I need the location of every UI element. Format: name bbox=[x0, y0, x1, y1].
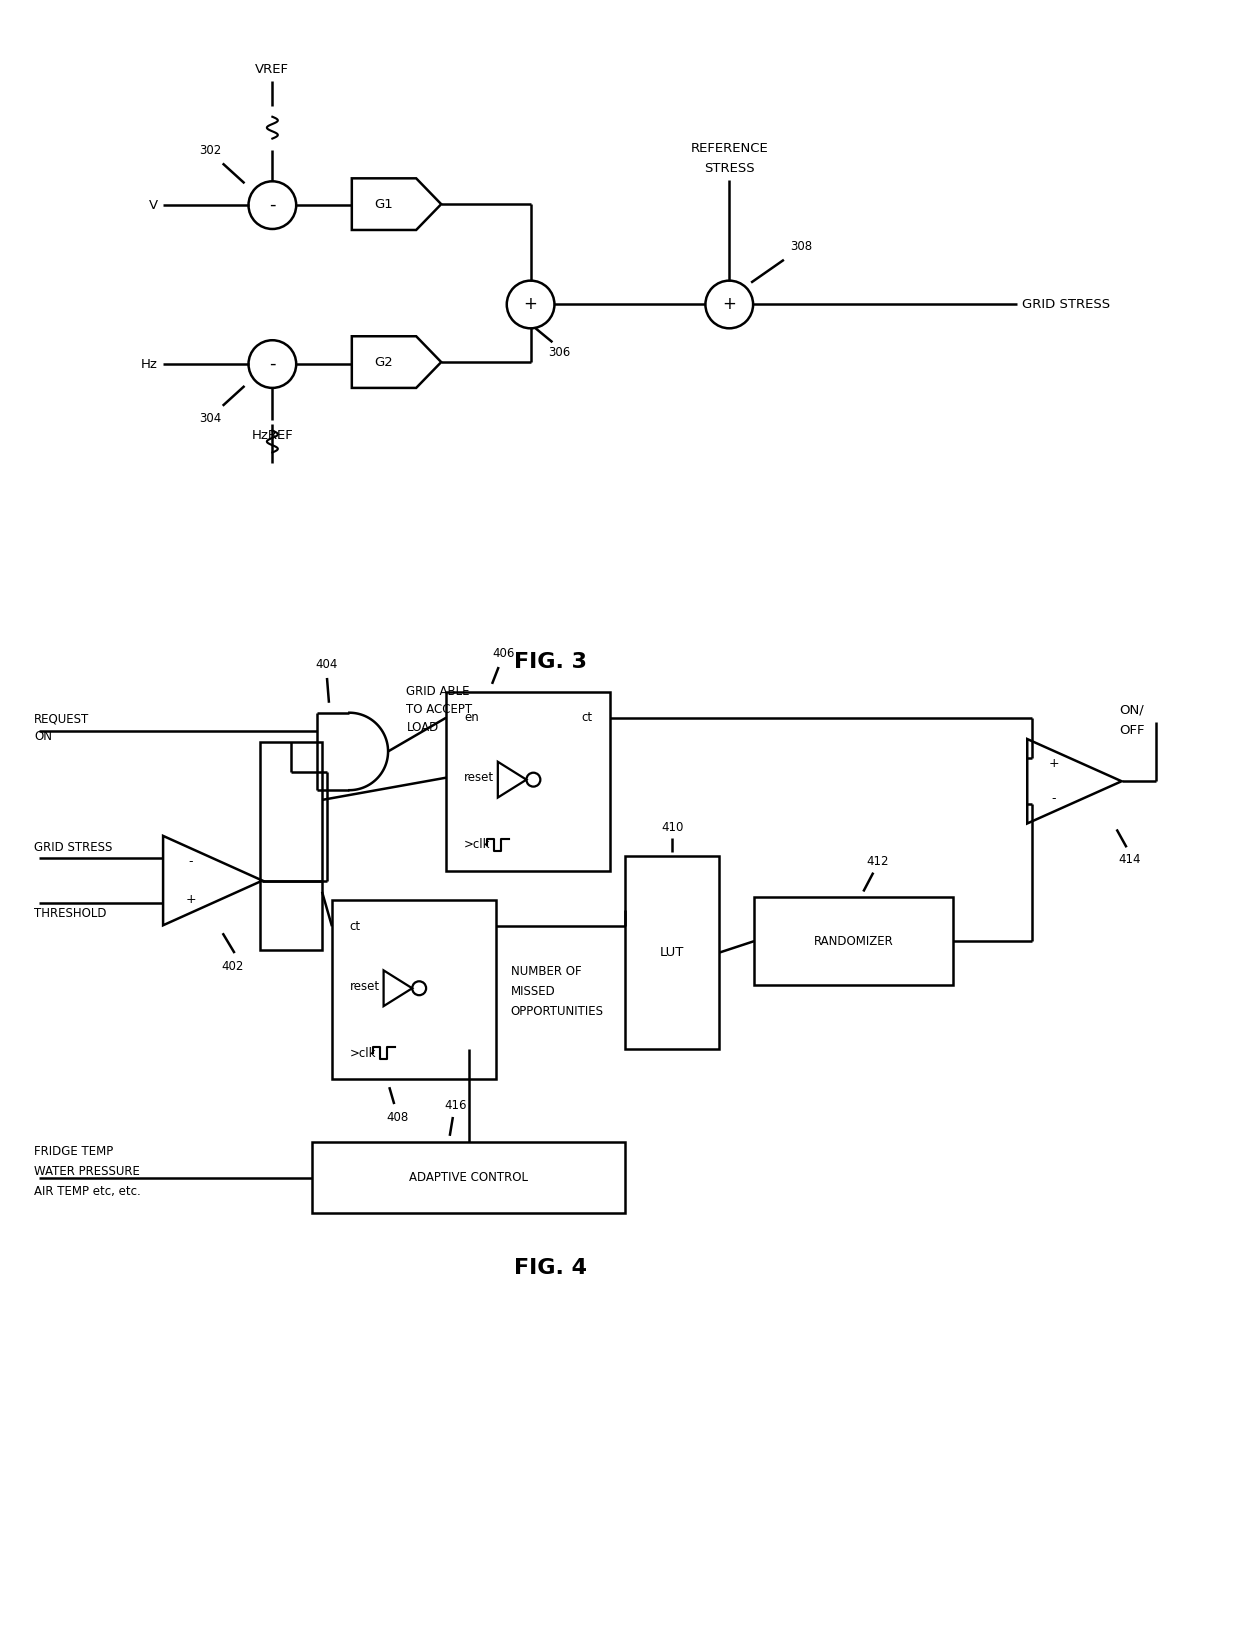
Text: 406: 406 bbox=[492, 648, 515, 659]
Text: ADAPTIVE CONTROL: ADAPTIVE CONTROL bbox=[409, 1171, 528, 1184]
Text: 302: 302 bbox=[200, 144, 222, 157]
Text: -: - bbox=[1052, 792, 1056, 805]
Text: REFERENCE: REFERENCE bbox=[691, 142, 768, 155]
Text: FIG. 4: FIG. 4 bbox=[513, 1258, 587, 1278]
Bar bbox=[625, 856, 719, 1049]
Text: 408: 408 bbox=[387, 1111, 409, 1124]
Text: FRIDGE TEMP: FRIDGE TEMP bbox=[33, 1145, 113, 1158]
Text: LUT: LUT bbox=[660, 946, 684, 959]
Text: G2: G2 bbox=[374, 355, 393, 368]
Text: V: V bbox=[149, 198, 159, 211]
Text: 410: 410 bbox=[661, 821, 683, 834]
Text: 308: 308 bbox=[790, 240, 812, 254]
Text: G1: G1 bbox=[374, 198, 393, 211]
Text: en: en bbox=[464, 712, 479, 725]
Text: WATER PRESSURE: WATER PRESSURE bbox=[33, 1165, 140, 1178]
Text: 416: 416 bbox=[445, 1099, 467, 1112]
Text: OPPORTUNITIES: OPPORTUNITIES bbox=[511, 1005, 604, 1018]
Text: AIR TEMP etc, etc.: AIR TEMP etc, etc. bbox=[33, 1184, 140, 1198]
Text: NUMBER OF: NUMBER OF bbox=[511, 965, 582, 978]
Text: +: + bbox=[723, 296, 737, 314]
Text: THRESHOLD: THRESHOLD bbox=[33, 906, 107, 919]
Text: ON: ON bbox=[33, 730, 52, 743]
Text: 306: 306 bbox=[548, 347, 570, 360]
Text: GRID STRESS: GRID STRESS bbox=[1022, 298, 1110, 311]
Text: LOAD: LOAD bbox=[407, 720, 439, 733]
Text: TO ACCEPT: TO ACCEPT bbox=[407, 703, 472, 715]
Text: VREF: VREF bbox=[255, 64, 289, 75]
Text: ct: ct bbox=[582, 712, 593, 725]
Text: 304: 304 bbox=[200, 412, 222, 425]
Bar bbox=[754, 898, 952, 985]
Text: MISSED: MISSED bbox=[511, 985, 556, 998]
Bar bbox=[260, 741, 322, 951]
Text: Hz: Hz bbox=[141, 358, 159, 371]
Text: -: - bbox=[269, 196, 275, 214]
Text: +: + bbox=[523, 296, 538, 314]
Text: OFF: OFF bbox=[1118, 723, 1145, 736]
Text: 412: 412 bbox=[866, 854, 889, 867]
Text: STRESS: STRESS bbox=[704, 162, 755, 175]
Text: GRID ABLE: GRID ABLE bbox=[407, 685, 470, 699]
Text: ON/: ON/ bbox=[1120, 703, 1145, 717]
Text: 414: 414 bbox=[1118, 854, 1141, 865]
Text: REQUEST: REQUEST bbox=[33, 713, 89, 725]
Bar bbox=[312, 1142, 625, 1214]
Text: >clk: >clk bbox=[350, 1047, 376, 1060]
Text: -: - bbox=[188, 856, 193, 869]
Text: reset: reset bbox=[464, 771, 495, 784]
Text: RANDOMIZER: RANDOMIZER bbox=[813, 934, 893, 947]
Bar bbox=[332, 900, 496, 1080]
Text: FIG. 3: FIG. 3 bbox=[513, 653, 587, 672]
Text: 402: 402 bbox=[222, 960, 244, 973]
Text: +: + bbox=[1048, 757, 1059, 771]
Text: ct: ct bbox=[350, 919, 361, 933]
Text: HzREF: HzREF bbox=[252, 429, 293, 442]
Text: GRID STRESS: GRID STRESS bbox=[33, 841, 113, 854]
Bar bbox=[446, 692, 610, 870]
Text: +: + bbox=[186, 893, 196, 906]
Text: 404: 404 bbox=[316, 658, 339, 671]
Text: reset: reset bbox=[350, 980, 379, 993]
Text: -: - bbox=[269, 355, 275, 373]
Text: >clk: >clk bbox=[464, 838, 491, 851]
